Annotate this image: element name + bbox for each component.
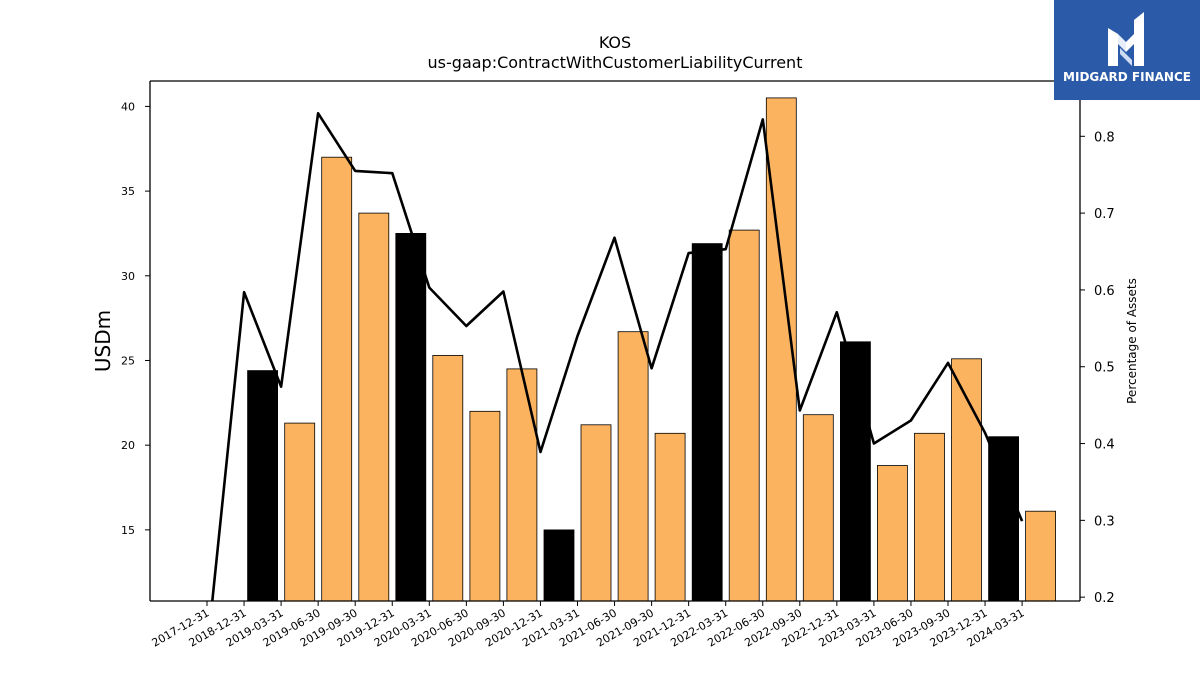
chart-subtitle: us-gaap:ContractWithCustomerLiabilityCur… xyxy=(428,53,803,72)
brand-logo: MIDGARD FINANCE xyxy=(1054,0,1200,100)
y-tick-label: 15 xyxy=(121,524,135,537)
bar-2023-06-30 xyxy=(914,432,945,601)
bar-2021-06-30 xyxy=(617,331,649,601)
y2-tick-label: 0.4 xyxy=(1094,438,1115,453)
y-tick-label: 30 xyxy=(121,270,135,283)
bar-2020-06-30 xyxy=(469,410,501,601)
bar-2020-03-31 xyxy=(432,354,464,601)
y2-tick-label: 0.6 xyxy=(1094,284,1115,299)
bar-2022-03-31 xyxy=(728,229,760,601)
y2-tick-label: 0.3 xyxy=(1094,514,1115,529)
bar-2021-09-30 xyxy=(654,432,686,601)
y-tick-label: 25 xyxy=(121,354,135,367)
bar-2019-12-31 xyxy=(395,232,427,601)
bar-2023-12-31 xyxy=(988,436,1019,601)
bar-2019-06-30 xyxy=(321,156,353,601)
y-tick-label: 40 xyxy=(121,100,135,113)
y-axis-right-ticks: 0.2 0.3 0.4 0.5 0.6 0.7 0.8 xyxy=(1080,130,1115,606)
chart-title: KOS xyxy=(599,33,631,52)
bars-layer xyxy=(247,97,1056,601)
bar-2022-09-30 xyxy=(802,414,834,601)
y2-tick-label: 0.2 xyxy=(1094,591,1115,606)
bar-2021-03-31 xyxy=(580,424,612,601)
bar-2023-03-31 xyxy=(877,465,908,601)
midgard-logo-icon xyxy=(1108,12,1144,66)
brand-logo-text: MIDGARD FINANCE xyxy=(1063,70,1191,84)
bar-2019-09-30 xyxy=(358,212,390,601)
y-axis-left-ticks: 15 20 25 30 35 40 xyxy=(121,100,150,537)
bar-2018-12-31 xyxy=(247,370,279,601)
y2-tick-label: 0.7 xyxy=(1094,207,1115,222)
bar-2020-09-30 xyxy=(506,368,538,601)
bar-2024-03-31 xyxy=(1025,510,1056,601)
y-tick-label: 20 xyxy=(121,439,135,452)
y-axis-left-label: USDm xyxy=(91,310,115,372)
y2-tick-label: 0.8 xyxy=(1094,130,1115,145)
bar-2020-12-31 xyxy=(543,529,575,601)
x-axis-ticks: 2017-12-312018-12-312019-03-312019-06-30… xyxy=(150,601,1027,650)
y-axis-right-label: Percentage of Assets xyxy=(1125,278,1139,404)
y2-tick-label: 0.5 xyxy=(1094,361,1115,376)
line-layer xyxy=(210,112,1024,601)
bar-2019-03-31 xyxy=(284,422,316,601)
percentage-of-assets-line xyxy=(210,112,1024,601)
y-tick-label: 35 xyxy=(121,185,135,198)
bar-2021-12-31 xyxy=(691,243,723,601)
bar-2022-12-31 xyxy=(840,341,871,601)
